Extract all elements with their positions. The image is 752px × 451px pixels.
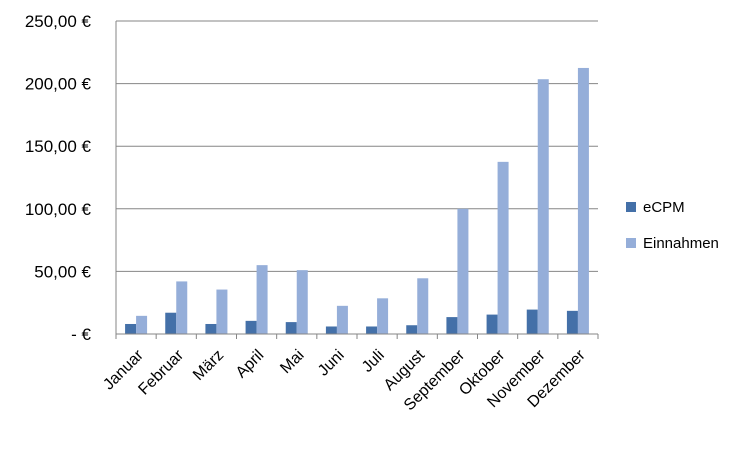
y-tick-label: 150,00 € (25, 137, 92, 156)
y-tick-label: 200,00 € (25, 75, 92, 94)
gridlines (116, 20, 598, 272)
bar (325, 326, 337, 334)
bar (366, 326, 378, 334)
bar (566, 310, 578, 334)
bar (526, 309, 538, 334)
x-category-label: April (233, 347, 268, 382)
y-tick-label: 250,00 € (25, 12, 92, 31)
bar (446, 317, 458, 334)
bar (136, 315, 148, 334)
legend-label: Einnahmen (643, 235, 719, 252)
x-category-label: März (190, 347, 227, 384)
legend-label: eCPM (643, 199, 685, 216)
bar (377, 298, 389, 334)
bar (245, 320, 257, 334)
bar (205, 323, 217, 334)
bar (285, 322, 297, 334)
bar (577, 67, 589, 334)
legend: eCPM Einnahmen (626, 199, 719, 252)
bar (537, 79, 549, 334)
x-category-label: Juni (315, 347, 348, 380)
bar (176, 281, 188, 334)
bar (486, 314, 498, 334)
y-axis-tick-labels: - € 50,00 € 100,00 € 150,00 € 200,00 € 250,00… (25, 12, 92, 344)
bars (125, 67, 589, 334)
bar (497, 161, 509, 334)
legend-swatch (626, 202, 636, 212)
bar (125, 323, 137, 334)
bar (296, 270, 308, 334)
axes (115, 21, 599, 339)
y-tick-label: 50,00 € (34, 262, 91, 281)
bar (417, 278, 429, 334)
bar (406, 325, 418, 334)
x-category-label: Februar (135, 346, 187, 398)
bar (216, 289, 228, 334)
bar (457, 208, 469, 334)
bar (336, 305, 348, 334)
y-tick-label: - € (71, 325, 91, 344)
y-tick-label: 100,00 € (25, 200, 92, 219)
bar (256, 265, 268, 334)
legend-swatch (626, 238, 636, 248)
bar (165, 312, 177, 334)
x-category-label: Mai (277, 347, 307, 377)
x-category-label: Juli (359, 347, 388, 376)
